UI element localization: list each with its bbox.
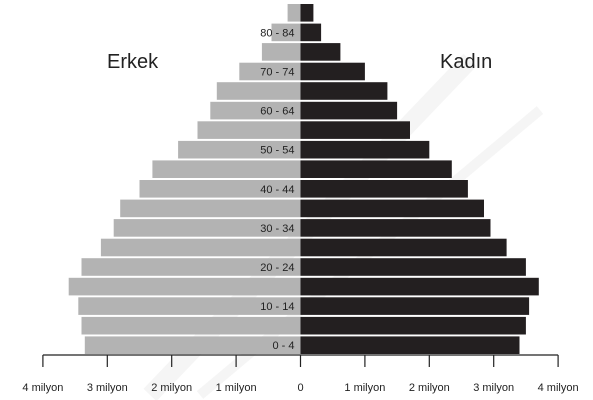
male-bar-8: [139, 180, 301, 198]
female-side-label: Kadın: [440, 51, 492, 73]
x-tick-label: 4 milyon: [538, 382, 579, 394]
female-bar-14: [300, 62, 365, 81]
female-bar-3: [300, 277, 539, 296]
male-bar-14: [239, 62, 301, 81]
female-bar-7: [300, 199, 484, 218]
age-label: 60 - 64: [260, 106, 294, 118]
male-bar-13: [216, 82, 301, 100]
x-tick-label: 4 milyon: [22, 382, 63, 394]
male-bar-6: [113, 219, 301, 237]
male-bar-17: [287, 4, 301, 22]
x-tick-label: 0: [297, 382, 303, 394]
age-label: 80 - 84: [260, 27, 294, 39]
x-tick-label: 3 milyon: [473, 382, 514, 394]
female-bar-4: [300, 258, 526, 276]
age-label: 10 - 14: [260, 301, 294, 313]
female-bar-2: [300, 297, 530, 315]
female-bar-12: [300, 101, 398, 120]
male-bar-5: [100, 238, 301, 257]
female-bar-17: [300, 4, 314, 22]
age-label: 70 - 74: [260, 66, 294, 78]
female-bar-11: [300, 121, 410, 139]
male-bar-9: [152, 160, 301, 178]
age-group-labels: 0 - 4 10 - 14 20 - 24 30 - 34 40 - 44 50 - 54…: [260, 27, 294, 352]
female-bar-6: [300, 219, 491, 237]
x-tick-label: 2 milyon: [409, 382, 450, 394]
male-bar-15: [261, 43, 301, 61]
male-bar-7: [120, 199, 301, 218]
male-bar-1: [81, 316, 301, 335]
age-label: 40 - 44: [260, 184, 294, 196]
x-axis: 4 milyon 3 milyon 2 milyon 1 milyon 0 1 milyo…: [22, 354, 579, 394]
male-bar-4: [81, 258, 301, 276]
male-bar-11: [197, 121, 301, 139]
female-bar-10: [300, 140, 430, 159]
female-bar-0: [300, 336, 520, 354]
male-bar-3: [68, 277, 301, 296]
male-bar-16: [271, 23, 301, 42]
female-bar-16: [300, 23, 322, 42]
female-bar-5: [300, 238, 507, 257]
female-bar-8: [300, 180, 468, 198]
male-bar-10: [178, 140, 301, 159]
male-bar-12: [210, 101, 301, 120]
age-label: 50 - 54: [260, 145, 294, 157]
female-bar-9: [300, 160, 452, 178]
male-bar-0: [84, 336, 301, 354]
male-side-label: Erkek: [107, 51, 159, 73]
female-bar-1: [300, 316, 526, 335]
age-label: 20 - 24: [260, 262, 294, 274]
x-tick-label: 2 milyon: [151, 382, 192, 394]
x-tick-label: 1 milyon: [216, 382, 257, 394]
male-bar-2: [78, 297, 301, 315]
x-tick-label: 1 milyon: [344, 382, 385, 394]
male-bars: [68, 4, 301, 354]
age-label: 30 - 34: [260, 223, 294, 235]
female-bar-13: [300, 82, 388, 100]
x-tick-label: 3 milyon: [87, 382, 128, 394]
female-bars: [300, 4, 539, 354]
age-label: 0 - 4: [272, 340, 294, 352]
female-bar-15: [300, 43, 341, 61]
